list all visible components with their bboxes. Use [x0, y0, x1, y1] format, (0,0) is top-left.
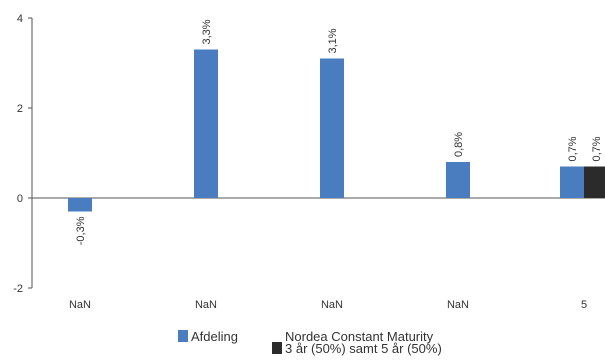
y-tick-label: -2: [13, 283, 23, 295]
bar-series-1: [584, 166, 605, 198]
legend-label-nordea-line-1: Nordea Constant Maturity: [285, 329, 434, 344]
legend-label-nordea: Nordea Constant Maturity 3 år (50%) samt…: [285, 329, 442, 356]
y-tick-label: 4: [17, 13, 23, 25]
data-label: 0,7%: [591, 136, 603, 161]
data-label: 0,7%: [567, 136, 579, 161]
legend-swatch-afdeling: [178, 330, 188, 342]
data-label: 0,8%: [453, 132, 465, 157]
data-label: -0,3%: [75, 216, 87, 245]
data-label: 3,3%: [201, 19, 213, 44]
x-tick-label: NaN: [69, 299, 91, 311]
y-tick-label: 2: [17, 103, 23, 115]
bars: [68, 49, 605, 212]
legend-label-afdeling: Afdeling: [191, 329, 238, 344]
bar-series-0: [446, 162, 470, 198]
x-axis-tick-labels: NaN NaN NaN NaN 5: [69, 299, 587, 311]
legend: Afdeling Nordea Constant Maturity 3 år (…: [178, 329, 442, 356]
x-tick-label: 5: [581, 299, 587, 311]
legend-label-nordea-line-2: 3 år (50%) samt 5 år (50%): [285, 341, 442, 356]
y-axis: 4 2 0 -2: [13, 13, 605, 295]
data-labels: -0,3% 3,3% 3,1% 0,8% 0,7% 0,7%: [75, 19, 603, 245]
x-tick-label: NaN: [195, 299, 217, 311]
data-label: 3,1%: [327, 28, 339, 53]
y-tick-label: 0: [17, 193, 23, 205]
bar-series-0: [560, 166, 584, 198]
bar-series-0: [320, 58, 344, 198]
legend-swatch-nordea: [272, 342, 282, 354]
x-tick-label: NaN: [447, 299, 469, 311]
bar-series-0: [68, 198, 92, 212]
x-tick-label: NaN: [321, 299, 343, 311]
bar-series-0: [194, 49, 218, 198]
